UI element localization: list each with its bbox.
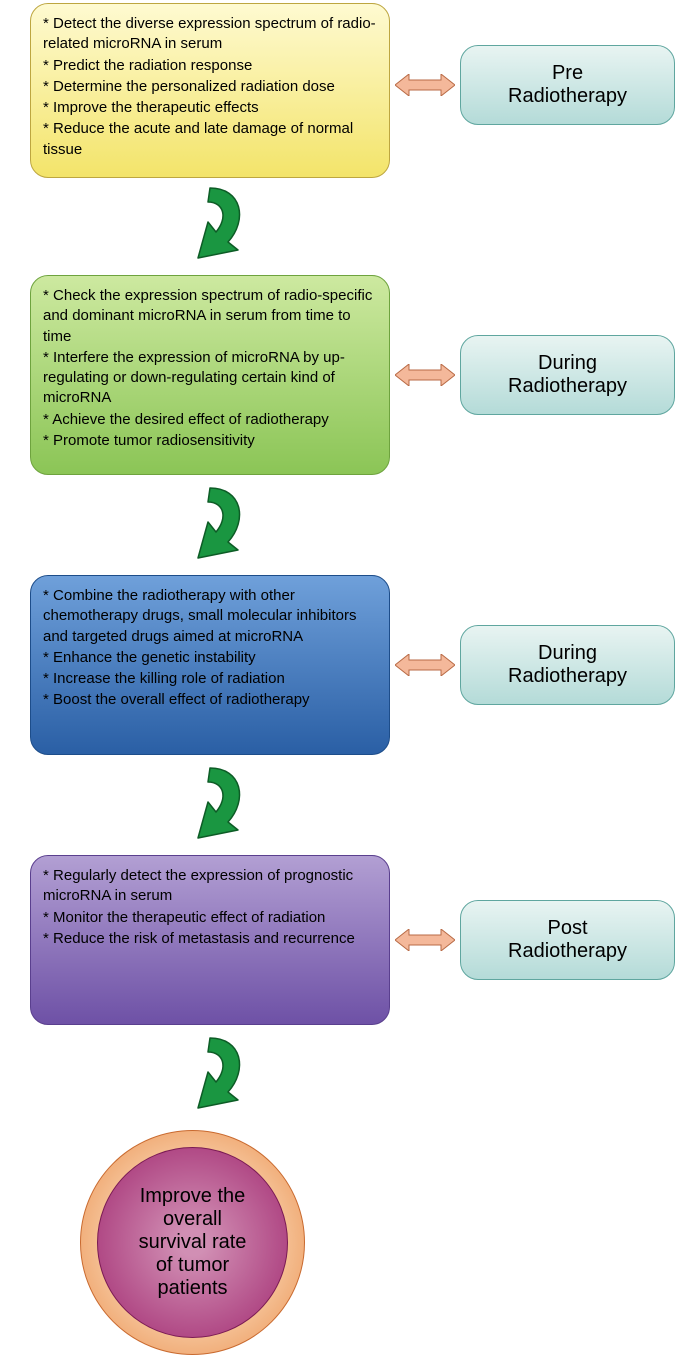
stage-item: Detect the diverse expression spectrum o… <box>43 14 377 55</box>
stage-item: Check the expression spectrum of radio-s… <box>43 286 377 347</box>
flow-arrow-icon <box>170 480 260 570</box>
phase-label-line1: Post <box>547 917 587 940</box>
stage-item: Promote tumor radiosensitivity <box>43 431 377 451</box>
phase-label-line1: Pre <box>552 62 583 85</box>
stage-box-1: Detect the diverse expression spectrum o… <box>30 3 390 178</box>
bidirectional-arrow-icon <box>395 364 455 386</box>
stage-item: Boost the overall effect of radiotherapy <box>43 690 377 710</box>
flow-arrow-icon <box>170 1030 260 1120</box>
stage-item: Achieve the desired effect of radiothera… <box>43 410 377 430</box>
stage-item: Increase the killing role of radiation <box>43 669 377 689</box>
stage-2-list: Check the expression spectrum of radio-s… <box>43 286 377 451</box>
stage-box-3: Combine the radiotherapy with other chem… <box>30 575 390 755</box>
phase-label-line2: Radiotherapy <box>508 85 627 108</box>
stage-item: Reduce the acute and late damage of norm… <box>43 119 377 160</box>
phase-label-line2: Radiotherapy <box>508 665 627 688</box>
stage-1-list: Detect the diverse expression spectrum o… <box>43 14 377 160</box>
bidirectional-arrow-icon <box>395 654 455 676</box>
stage-item: Determine the personalized radiation dos… <box>43 77 377 97</box>
phase-label-line2: Radiotherapy <box>508 940 627 963</box>
stage-3-list: Combine the radiotherapy with other chem… <box>43 586 377 711</box>
phase-label-line1: During <box>538 642 597 665</box>
stage-box-2: Check the expression spectrum of radio-s… <box>30 275 390 475</box>
bidirectional-arrow-icon <box>395 74 455 96</box>
phase-label-line1: During <box>538 352 597 375</box>
phase-pre-radiotherapy: Pre Radiotherapy <box>460 45 675 125</box>
stage-item: Predict the radiation response <box>43 56 377 76</box>
flow-arrow-icon <box>170 180 260 270</box>
flow-arrow-icon <box>170 760 260 850</box>
stage-item: Interfere the expression of microRNA by … <box>43 348 377 409</box>
stage-4-list: Regularly detect the expression of progn… <box>43 866 377 949</box>
phase-during-radiotherapy-1: During Radiotherapy <box>460 335 675 415</box>
phase-label-line2: Radiotherapy <box>508 375 627 398</box>
phase-during-radiotherapy-2: During Radiotherapy <box>460 625 675 705</box>
outcome-circle: Improve the overall survival rate of tum… <box>97 1147 288 1338</box>
stage-item: Combine the radiotherapy with other chem… <box>43 586 377 647</box>
outcome-text: Improve the overall survival rate of tum… <box>128 1185 257 1300</box>
stage-item: Reduce the risk of metastasis and recurr… <box>43 929 377 949</box>
stage-item: Enhance the genetic instability <box>43 648 377 668</box>
stage-item: Regularly detect the expression of progn… <box>43 866 377 907</box>
phase-post-radiotherapy: Post Radiotherapy <box>460 900 675 980</box>
stage-box-4: Regularly detect the expression of progn… <box>30 855 390 1025</box>
bidirectional-arrow-icon <box>395 929 455 951</box>
stage-item: Monitor the therapeutic effect of radiat… <box>43 908 377 928</box>
stage-item: Improve the therapeutic effects <box>43 98 377 118</box>
